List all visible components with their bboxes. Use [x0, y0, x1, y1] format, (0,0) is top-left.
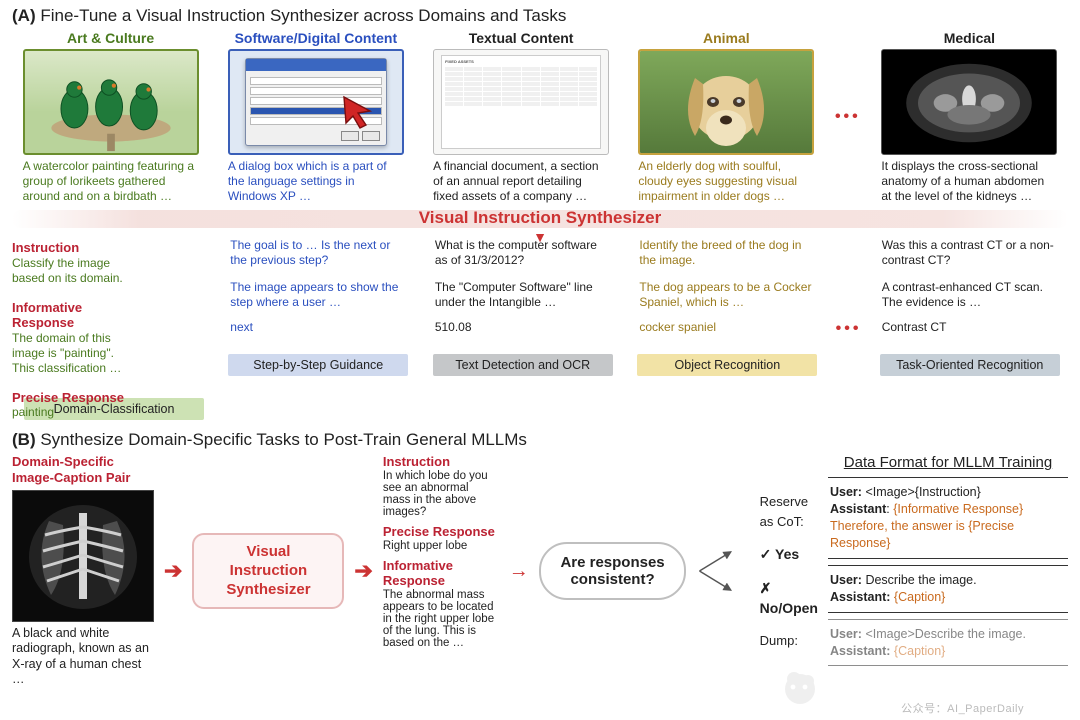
- col-software-out: The goal is to … Is the next or the prev…: [220, 238, 417, 376]
- inf-h: Informative Response: [383, 558, 499, 589]
- domain-header: Art & Culture: [67, 30, 154, 46]
- synthesizer-box: Visual Instruction Synthesizer: [192, 533, 344, 609]
- informative-text: The domain of this image is "painting". …: [12, 331, 132, 376]
- domain-header: Software/Digital Content: [235, 30, 398, 46]
- col-art: Art & Culture A watercolor painting feat…: [12, 30, 209, 204]
- precise-text: cocker spaniel: [639, 320, 815, 350]
- watermark-bird-icon: [778, 667, 822, 712]
- col-textual: Textual Content FIXED ASSETS: [422, 30, 619, 204]
- prec-h: Precise Response: [383, 524, 499, 540]
- instruction-text: What is the computer software as of 31/3…: [435, 238, 611, 268]
- parrots-icon: [25, 51, 197, 153]
- reserve-label: Reserve as CoT:: [760, 492, 818, 531]
- section-b-row: Domain-Specific Image-Caption Pair: [12, 454, 1068, 688]
- arrow-right-icon: ➔: [164, 558, 182, 584]
- instruction-text: The goal is to … Is the next or the prev…: [230, 238, 406, 268]
- caption: It displays the cross-sectional anatomy …: [881, 159, 1057, 204]
- no-label: ✗ No/Open: [760, 579, 818, 618]
- synthesizer-label: Visual Instruction Synthesizer: [419, 208, 661, 228]
- cursor-arrow-icon: [342, 95, 386, 129]
- consistency-bubble: Are responses consistent?: [539, 542, 687, 600]
- section-b-title: (B) Synthesize Domain-Specific Tasks to …: [12, 430, 1068, 450]
- ellipsis-icon: •••: [833, 108, 863, 126]
- thumb-software: [228, 49, 404, 155]
- instr-text: In which lobe do you see an abnormal mas…: [383, 470, 499, 518]
- mllm-title: Data Format for MLLM Training: [828, 454, 1068, 471]
- watermark-text: 公众号：AI_PaperDaily: [901, 700, 1024, 716]
- inf-text: The abnormal mass appears to be located …: [383, 589, 499, 649]
- section-b: (B) Synthesize Domain-Specific Tasks to …: [12, 430, 1068, 688]
- synthesizer-band: Visual Instruction Synthesizer: [12, 206, 1068, 232]
- precise-text: 510.08: [435, 320, 611, 350]
- task-tag: Object Recognition: [637, 354, 817, 376]
- col-animal-out: Identify the breed of the dog in the ima…: [629, 238, 826, 376]
- ct-scan-icon: [882, 50, 1056, 154]
- thumb-art: [23, 49, 199, 155]
- mllm-block-3: User: <Image>Describe the image. Assista…: [828, 619, 1068, 667]
- col-animal: Animal An: [628, 30, 825, 204]
- informative-text: A contrast-enhanced CT scan. The evidenc…: [882, 280, 1058, 310]
- mllm-block-1: User: <Image>{Instruction} Assistant: {I…: [828, 477, 1068, 559]
- instruction-text: Classify the image based on its domain.: [12, 256, 132, 286]
- precise-text: next: [230, 320, 406, 350]
- domain-header: Medical: [944, 30, 995, 46]
- col-software: Software/Digital Content A dialog b: [217, 30, 414, 204]
- arrow-right-icon: ➔: [354, 558, 372, 584]
- xray-thumb: [12, 490, 154, 622]
- col-textual-out: What is the computer software as of 31/3…: [425, 238, 622, 376]
- section-a-title: (A) Fine-Tune a Visual Instruction Synth…: [12, 6, 1068, 26]
- caption: An elderly dog with soulful, cloudy eyes…: [638, 159, 814, 204]
- ellipsis-icon: •••: [834, 320, 864, 338]
- instruction-row: Instruction Classify the image based on …: [12, 238, 1068, 420]
- task-tag: Step-by-Step Guidance: [228, 354, 408, 376]
- xray-icon: [13, 491, 153, 621]
- synthesizer-label: Visual Instruction Synthesizer: [226, 543, 310, 598]
- side-labels: Instruction Classify the image based on …: [12, 238, 132, 420]
- yes-label: ✓ Yes: [760, 545, 818, 565]
- task-tag: Text Detection and OCR: [433, 354, 613, 376]
- instruction-text: Was this a contrast CT or a non-contrast…: [882, 238, 1058, 268]
- label-informative: Informative Response: [12, 300, 132, 331]
- informative-text: The image appears to show the step where…: [230, 280, 406, 310]
- mllm-format: Data Format for MLLM Training User: <Ima…: [828, 454, 1068, 666]
- caption: A dialog box which is a part of the lang…: [228, 159, 404, 204]
- pair-col: Domain-Specific Image-Caption Pair: [12, 454, 154, 688]
- precise-text: Contrast CT: [882, 320, 1058, 350]
- informative-text: The dog appears to be a Cocker Spaniel, …: [639, 280, 815, 310]
- branch-arrows: [696, 526, 749, 616]
- output-col: Instruction In which lobe do you see an …: [383, 454, 499, 648]
- mllm-block-2: User: Describe the image. Assistant: {Ca…: [828, 565, 1068, 613]
- thumb-animal: [638, 49, 814, 155]
- col-medical: Medical It displays the cross-sectional …: [871, 30, 1068, 204]
- domain-header: Textual Content: [469, 30, 574, 46]
- instr-h: Instruction: [383, 454, 499, 470]
- caption: A financial document, a section of an an…: [433, 159, 609, 204]
- arrow-right-icon: →: [509, 560, 529, 583]
- prec-text: Right upper lobe: [383, 540, 499, 552]
- bubble-text: Are responses consistent?: [560, 554, 664, 588]
- domain-row: Art & Culture A watercolor painting feat…: [12, 30, 1068, 204]
- caption: A watercolor painting featuring a group …: [23, 159, 199, 204]
- thumb-document: FIXED ASSETS: [433, 49, 609, 155]
- thumb-medical: [881, 49, 1057, 155]
- pair-label: Domain-Specific Image-Caption Pair: [12, 454, 154, 485]
- document-icon: FIXED ASSETS: [441, 55, 601, 149]
- label-instruction: Instruction: [12, 240, 132, 256]
- domain-header: Animal: [703, 30, 750, 46]
- branch-labels: Reserve as CoT: ✓ Yes ✗ No/Open Dump:: [760, 492, 818, 650]
- xray-caption: A black and white radiograph, known as a…: [12, 626, 154, 689]
- section-a: (A) Fine-Tune a Visual Instruction Synth…: [12, 6, 1068, 420]
- dog-icon: [671, 54, 781, 154]
- task-tag: Task-Oriented Recognition: [880, 354, 1060, 376]
- col-medical-out: Was this a contrast CT or a non-contrast…: [871, 238, 1068, 376]
- informative-text: The "Computer Software" line under the I…: [435, 280, 611, 310]
- split-arrow-icon: [696, 526, 749, 616]
- dump-label: Dump:: [760, 632, 818, 650]
- instruction-text: Identify the breed of the dog in the ima…: [639, 238, 815, 268]
